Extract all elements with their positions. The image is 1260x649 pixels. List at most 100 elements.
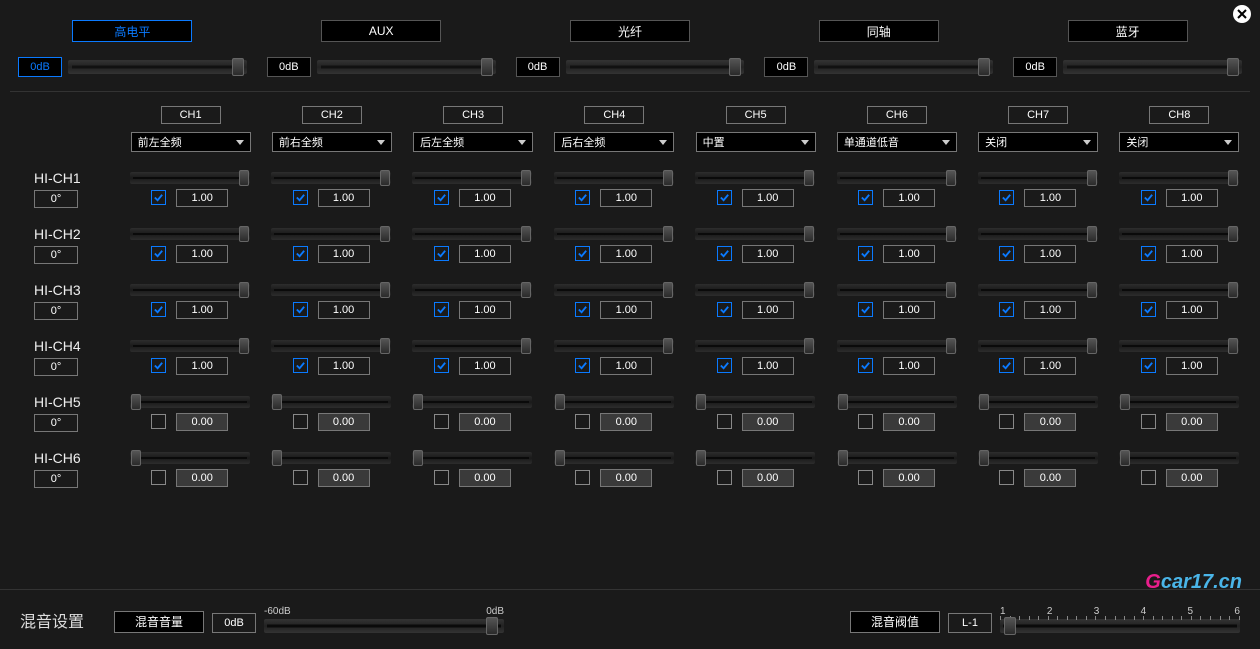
- cell-gain-slider[interactable]: [554, 452, 674, 464]
- cell-enable-checkbox[interactable]: [293, 414, 308, 429]
- cell-enable-checkbox[interactable]: [717, 190, 732, 205]
- input-source-button[interactable]: 高电平: [72, 20, 192, 42]
- slider-thumb[interactable]: [663, 338, 673, 354]
- cell-gain-slider[interactable]: [130, 284, 250, 296]
- cell-gain-slider[interactable]: [837, 172, 957, 184]
- cell-gain-slider[interactable]: [837, 284, 957, 296]
- cell-enable-checkbox[interactable]: [293, 358, 308, 373]
- cell-enable-checkbox[interactable]: [1141, 414, 1156, 429]
- cell-gain-slider[interactable]: [412, 228, 532, 240]
- slider-thumb[interactable]: [838, 450, 848, 466]
- slider-thumb[interactable]: [521, 282, 531, 298]
- cell-enable-checkbox[interactable]: [575, 246, 590, 261]
- cell-enable-checkbox[interactable]: [151, 414, 166, 429]
- slider-thumb[interactable]: [663, 170, 673, 186]
- cell-gain-slider[interactable]: [271, 172, 391, 184]
- cell-enable-checkbox[interactable]: [151, 302, 166, 317]
- slider-thumb[interactable]: [521, 338, 531, 354]
- slider-thumb[interactable]: [1227, 58, 1239, 76]
- slider-thumb[interactable]: [729, 58, 741, 76]
- channel-mode-select[interactable]: 中置: [696, 132, 816, 152]
- input-db-value[interactable]: 0dB: [267, 57, 311, 77]
- cell-enable-checkbox[interactable]: [717, 414, 732, 429]
- cell-gain-slider[interactable]: [1119, 172, 1239, 184]
- cell-gain-slider[interactable]: [412, 284, 532, 296]
- cell-value[interactable]: 0.00: [742, 413, 794, 431]
- input-db-value[interactable]: 0dB: [516, 57, 560, 77]
- phase-degree-box[interactable]: 0°: [34, 246, 78, 264]
- cell-value[interactable]: 1.00: [742, 301, 794, 319]
- input-db-value[interactable]: 0dB: [764, 57, 808, 77]
- cell-gain-slider[interactable]: [130, 452, 250, 464]
- cell-enable-checkbox[interactable]: [999, 470, 1014, 485]
- cell-value[interactable]: 1.00: [318, 245, 370, 263]
- cell-value[interactable]: 1.00: [1024, 189, 1076, 207]
- slider-thumb[interactable]: [804, 282, 814, 298]
- cell-enable-checkbox[interactable]: [717, 302, 732, 317]
- cell-gain-slider[interactable]: [271, 340, 391, 352]
- cell-enable-checkbox[interactable]: [717, 358, 732, 373]
- input-db-value[interactable]: 0dB: [18, 57, 62, 77]
- cell-gain-slider[interactable]: [554, 340, 674, 352]
- cell-value[interactable]: 1.00: [1166, 245, 1218, 263]
- cell-value[interactable]: 0.00: [459, 413, 511, 431]
- cell-enable-checkbox[interactable]: [434, 302, 449, 317]
- slider-thumb[interactable]: [979, 450, 989, 466]
- cell-value[interactable]: 0.00: [1024, 413, 1076, 431]
- cell-gain-slider[interactable]: [130, 228, 250, 240]
- channel-mode-select[interactable]: 后左全频: [413, 132, 533, 152]
- cell-gain-slider[interactable]: [554, 228, 674, 240]
- cell-gain-slider[interactable]: [695, 284, 815, 296]
- cell-enable-checkbox[interactable]: [434, 470, 449, 485]
- cell-enable-checkbox[interactable]: [858, 414, 873, 429]
- slider-thumb[interactable]: [946, 338, 956, 354]
- cell-gain-slider[interactable]: [695, 172, 815, 184]
- cell-enable-checkbox[interactable]: [151, 470, 166, 485]
- cell-value[interactable]: 0.00: [318, 413, 370, 431]
- slider-thumb[interactable]: [1228, 282, 1238, 298]
- cell-enable-checkbox[interactable]: [575, 414, 590, 429]
- cell-value[interactable]: 1.00: [600, 189, 652, 207]
- phase-degree-box[interactable]: 0°: [34, 470, 78, 488]
- cell-enable-checkbox[interactable]: [293, 190, 308, 205]
- slider-thumb[interactable]: [1120, 394, 1130, 410]
- slider-thumb[interactable]: [696, 450, 706, 466]
- slider-thumb[interactable]: [232, 58, 244, 76]
- slider-thumb[interactable]: [663, 282, 673, 298]
- cell-enable-checkbox[interactable]: [999, 190, 1014, 205]
- cell-value[interactable]: 0.00: [459, 469, 511, 487]
- cell-value[interactable]: 1.00: [742, 245, 794, 263]
- slider-thumb[interactable]: [239, 170, 249, 186]
- cell-value[interactable]: 1.00: [1166, 301, 1218, 319]
- slider-thumb[interactable]: [946, 282, 956, 298]
- cell-enable-checkbox[interactable]: [717, 470, 732, 485]
- cell-gain-slider[interactable]: [554, 396, 674, 408]
- cell-enable-checkbox[interactable]: [434, 358, 449, 373]
- cell-enable-checkbox[interactable]: [1141, 190, 1156, 205]
- slider-thumb[interactable]: [804, 226, 814, 242]
- mix-volume-db[interactable]: 0dB: [212, 613, 256, 633]
- cell-enable-checkbox[interactable]: [858, 302, 873, 317]
- channel-mode-select[interactable]: 关闭: [978, 132, 1098, 152]
- slider-thumb[interactable]: [1120, 450, 1130, 466]
- cell-gain-slider[interactable]: [1119, 452, 1239, 464]
- cell-enable-checkbox[interactable]: [575, 358, 590, 373]
- cell-value[interactable]: 1.00: [1024, 245, 1076, 263]
- cell-gain-slider[interactable]: [1119, 340, 1239, 352]
- cell-value[interactable]: 0.00: [883, 413, 935, 431]
- cell-value[interactable]: 1.00: [600, 245, 652, 263]
- cell-value[interactable]: 1.00: [883, 245, 935, 263]
- cell-value[interactable]: 1.00: [176, 301, 228, 319]
- cell-enable-checkbox[interactable]: [575, 190, 590, 205]
- cell-enable-checkbox[interactable]: [1141, 358, 1156, 373]
- cell-value[interactable]: 1.00: [459, 189, 511, 207]
- cell-gain-slider[interactable]: [695, 452, 815, 464]
- cell-value[interactable]: 1.00: [318, 189, 370, 207]
- cell-gain-slider[interactable]: [978, 396, 1098, 408]
- cell-value[interactable]: 0.00: [742, 469, 794, 487]
- mix-threshold-slider[interactable]: [1000, 619, 1240, 633]
- cell-enable-checkbox[interactable]: [434, 246, 449, 261]
- cell-gain-slider[interactable]: [554, 284, 674, 296]
- cell-value[interactable]: 0.00: [1166, 413, 1218, 431]
- cell-value[interactable]: 0.00: [883, 469, 935, 487]
